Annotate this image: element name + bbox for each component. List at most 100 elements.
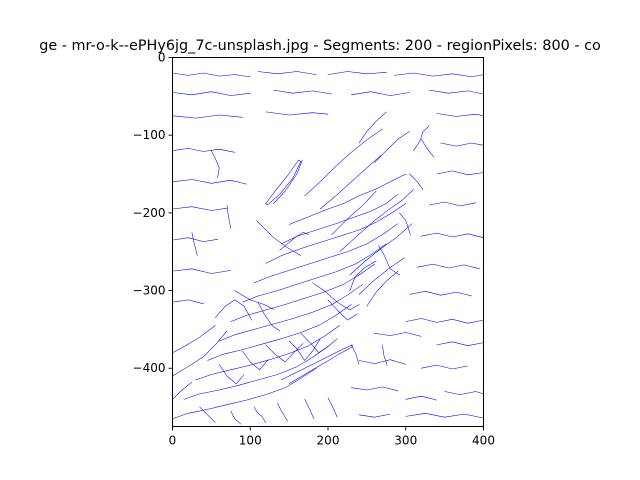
contour-line-32 (279, 232, 309, 251)
contour-line-13 (172, 325, 216, 353)
y-tick-label: −100 (133, 128, 166, 142)
contour-line-39 (399, 212, 411, 235)
x-tick-label: 100 (239, 434, 262, 448)
y-tick-label: −200 (133, 206, 166, 220)
contour-line-52 (428, 89, 484, 95)
x-axis: 0 100 200 300 400 (169, 426, 495, 448)
contour-line-11 (183, 346, 329, 400)
contour-line-4 (265, 203, 407, 264)
y-tick-label: 0 (158, 51, 166, 65)
contour-line-87 (199, 406, 216, 423)
contour-line-6 (242, 243, 387, 303)
contour-line-72 (374, 332, 422, 337)
contour-line-17 (319, 155, 382, 210)
contour-line-68 (421, 232, 484, 238)
contour-line-69 (417, 263, 480, 270)
contour-line-26 (265, 343, 304, 363)
contour-line-86 (327, 397, 338, 418)
contour-line-51 (351, 91, 410, 96)
contour-line-10 (195, 325, 340, 381)
contour-line-53 (172, 114, 243, 119)
y-tick-label: −400 (133, 361, 166, 375)
contour-line-44 (374, 131, 410, 163)
contour-line-63 (226, 204, 232, 229)
contour-line-22 (366, 270, 399, 307)
contour-line-42 (421, 138, 434, 158)
contour-line-28 (218, 364, 245, 385)
contour-line-57 (172, 179, 247, 185)
contour-line-70 (409, 291, 473, 297)
contour-line-62 (211, 150, 220, 179)
contour-line-71 (405, 318, 484, 324)
contour-line-37 (327, 299, 358, 321)
contour-line-48 (393, 72, 484, 78)
contour-line-46 (257, 71, 317, 75)
contour-line-77 (405, 395, 438, 401)
contour-line-59 (172, 237, 218, 242)
contour-line-21 (358, 257, 405, 295)
contour-line-50 (273, 89, 333, 95)
contour-line-67 (428, 201, 476, 207)
x-tick-label: 400 (472, 434, 495, 448)
contour-line-73 (436, 341, 484, 346)
contour-line-1 (265, 159, 302, 206)
contour-line-2 (288, 173, 407, 225)
contour-lines (172, 71, 484, 425)
contour-line-9 (207, 304, 352, 361)
contour-line-15 (172, 381, 193, 400)
contour-line-20 (349, 223, 413, 276)
contour-line-5 (253, 223, 399, 284)
contour-line-83 (253, 406, 267, 423)
x-tick-label: 300 (394, 434, 417, 448)
contour-line-24 (288, 338, 321, 361)
contour-line-61 (172, 299, 204, 305)
contour-line-7 (230, 263, 375, 322)
contour-line-84 (277, 402, 288, 422)
contour-line-82 (382, 344, 388, 366)
contour-line-76 (351, 386, 399, 392)
contour-line-14 (172, 330, 228, 377)
contour-line-34 (215, 299, 253, 321)
contour-line-60 (172, 268, 232, 274)
contour-line-66 (436, 170, 484, 176)
contour-line-54 (265, 111, 329, 116)
contour-line-35 (257, 301, 281, 332)
contour-line-23 (349, 260, 377, 291)
contour-line-74 (358, 359, 407, 365)
contour-line-19 (339, 189, 414, 252)
contour-line-45 (172, 72, 251, 78)
contour-line-40 (409, 173, 424, 190)
contour-line-78 (444, 391, 484, 395)
contour-line-47 (327, 71, 387, 75)
contour-line-29 (281, 344, 354, 381)
x-tick-label: 200 (317, 434, 340, 448)
contour-line-41 (413, 125, 430, 151)
contour-line-49 (172, 91, 251, 96)
contour-line-81 (351, 344, 360, 365)
contour-line-18 (331, 190, 377, 235)
contour-line-16 (304, 128, 383, 197)
plot-frame (172, 57, 484, 427)
y-tick-label: −300 (133, 284, 166, 298)
contour-line-30 (288, 346, 354, 385)
contour-line-75 (421, 364, 469, 370)
contour-line-33 (234, 290, 274, 310)
contour-line-88 (230, 410, 242, 425)
contour-line-38 (378, 245, 400, 276)
contour-line-55 (436, 113, 484, 117)
contour-line-43 (358, 111, 387, 144)
contour-line-58 (172, 206, 228, 211)
contour-line-25 (300, 333, 338, 353)
contour-line-64 (191, 232, 198, 256)
y-axis: 0 −100 −200 −300 −400 (133, 51, 173, 375)
contour-line-36 (312, 282, 360, 311)
contour-line-56 (172, 148, 235, 153)
contour-line-3 (281, 193, 399, 245)
contour-line-0 (273, 159, 303, 204)
contour-line-85 (304, 399, 315, 419)
contour-line-79 (358, 413, 391, 418)
contour-line-8 (218, 284, 364, 342)
contour-line-12 (172, 367, 317, 419)
contour-line-31 (256, 220, 302, 256)
